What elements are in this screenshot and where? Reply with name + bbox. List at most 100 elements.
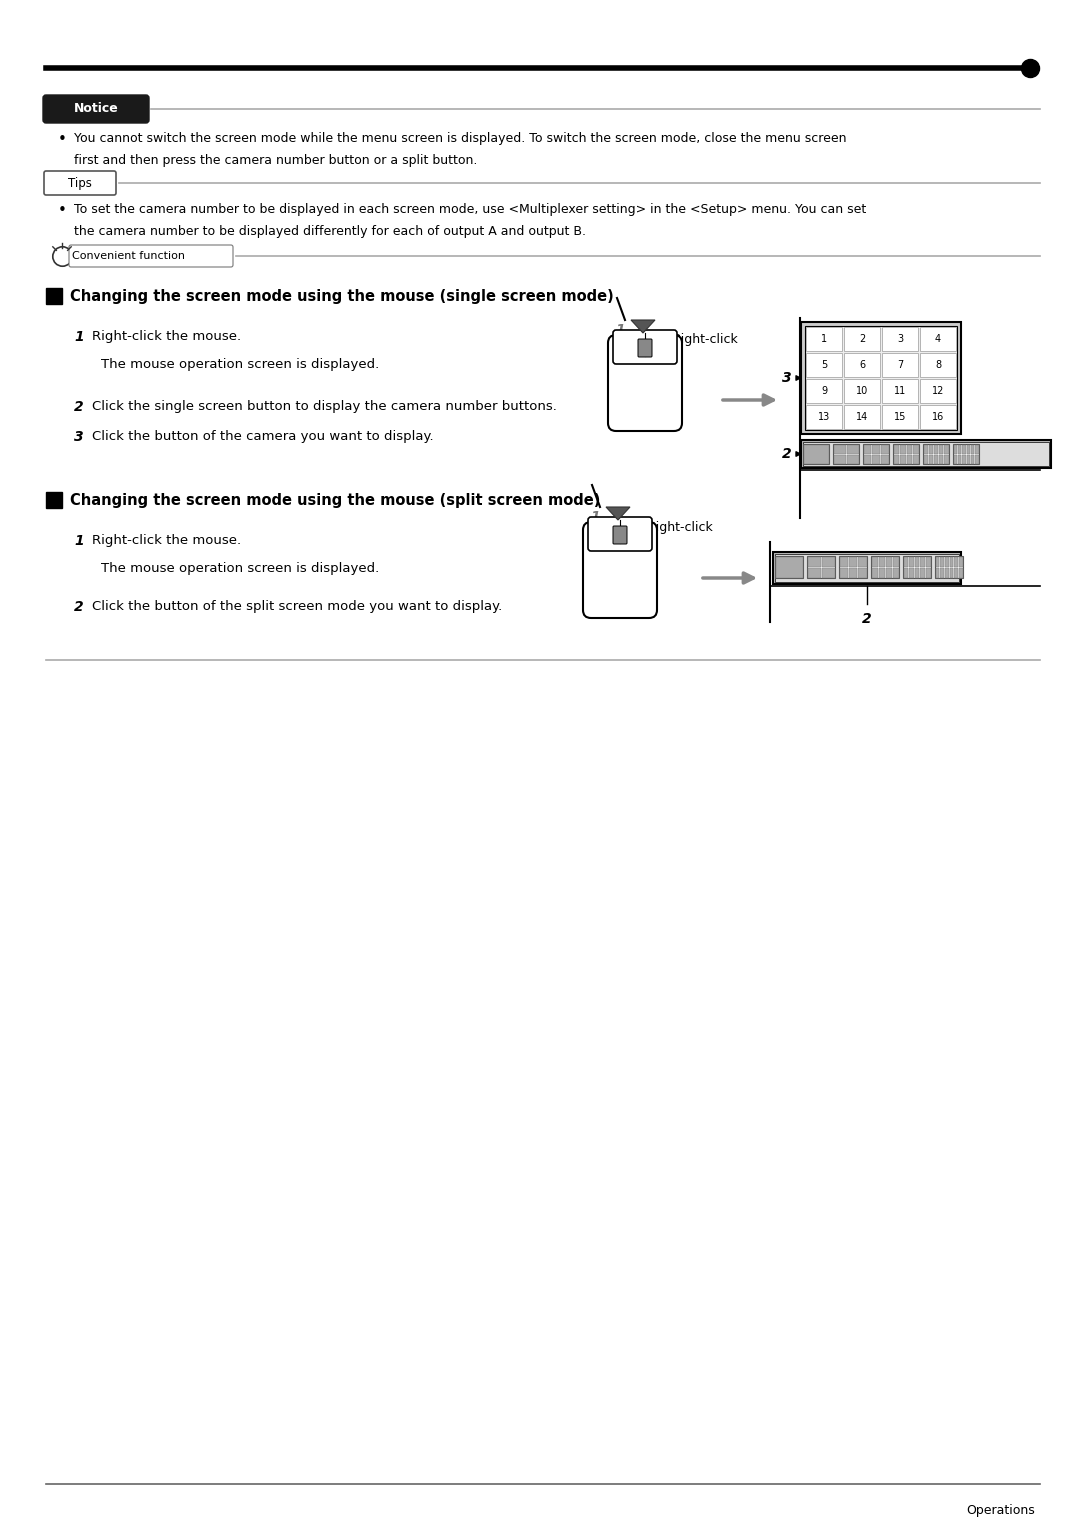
FancyBboxPatch shape	[806, 327, 842, 351]
FancyBboxPatch shape	[920, 405, 956, 429]
Text: first and then press the camera number button or a split button.: first and then press the camera number b…	[75, 154, 477, 167]
FancyBboxPatch shape	[849, 567, 858, 578]
Text: 3: 3	[782, 371, 792, 385]
FancyBboxPatch shape	[934, 445, 939, 454]
FancyBboxPatch shape	[775, 556, 802, 578]
FancyBboxPatch shape	[929, 454, 933, 463]
FancyBboxPatch shape	[920, 353, 956, 377]
Text: 1: 1	[821, 335, 827, 344]
FancyBboxPatch shape	[773, 552, 961, 584]
FancyBboxPatch shape	[843, 379, 880, 403]
Text: Right-click the mouse.: Right-click the mouse.	[92, 533, 241, 547]
FancyBboxPatch shape	[863, 445, 889, 465]
Text: 6: 6	[859, 361, 865, 370]
FancyBboxPatch shape	[839, 567, 848, 578]
FancyBboxPatch shape	[926, 556, 931, 567]
Text: •: •	[58, 131, 67, 147]
FancyBboxPatch shape	[882, 405, 918, 429]
FancyBboxPatch shape	[886, 556, 891, 567]
FancyBboxPatch shape	[934, 454, 939, 463]
Text: 3: 3	[75, 429, 83, 445]
FancyBboxPatch shape	[935, 556, 963, 578]
FancyBboxPatch shape	[43, 95, 149, 122]
FancyBboxPatch shape	[935, 556, 939, 567]
Text: 9: 9	[821, 387, 827, 396]
FancyBboxPatch shape	[880, 445, 889, 454]
FancyBboxPatch shape	[775, 556, 804, 578]
FancyBboxPatch shape	[878, 556, 885, 567]
FancyBboxPatch shape	[864, 445, 872, 454]
Text: Changing the screen mode using the mouse (single screen mode): Changing the screen mode using the mouse…	[70, 289, 613, 304]
FancyBboxPatch shape	[822, 556, 835, 567]
Text: Notice: Notice	[73, 102, 119, 116]
Text: Changing the screen mode using the mouse (split screen mode): Changing the screen mode using the mouse…	[70, 494, 600, 509]
FancyBboxPatch shape	[775, 555, 959, 582]
Text: 5: 5	[821, 361, 827, 370]
FancyBboxPatch shape	[920, 567, 924, 578]
FancyBboxPatch shape	[822, 567, 835, 578]
FancyBboxPatch shape	[608, 335, 681, 431]
FancyBboxPatch shape	[940, 454, 943, 463]
Text: the camera number to be displayed differently for each of output A and output B.: the camera number to be displayed differ…	[75, 225, 586, 238]
FancyBboxPatch shape	[583, 523, 657, 617]
FancyBboxPatch shape	[975, 454, 978, 463]
FancyBboxPatch shape	[926, 567, 931, 578]
FancyBboxPatch shape	[833, 445, 859, 465]
FancyBboxPatch shape	[953, 445, 978, 465]
FancyBboxPatch shape	[588, 516, 652, 552]
FancyBboxPatch shape	[801, 322, 961, 434]
FancyBboxPatch shape	[892, 567, 899, 578]
FancyBboxPatch shape	[920, 556, 924, 567]
FancyBboxPatch shape	[882, 353, 918, 377]
FancyBboxPatch shape	[613, 526, 627, 544]
FancyBboxPatch shape	[971, 454, 974, 463]
Text: 10: 10	[855, 387, 868, 396]
FancyBboxPatch shape	[971, 445, 974, 454]
FancyBboxPatch shape	[923, 445, 928, 454]
FancyBboxPatch shape	[913, 445, 918, 454]
Text: Operations: Operations	[967, 1504, 1035, 1517]
Text: 16: 16	[932, 413, 944, 422]
Text: Click the single screen button to display the camera number buttons.: Click the single screen button to displa…	[92, 400, 557, 413]
Text: 3: 3	[896, 335, 903, 344]
FancyBboxPatch shape	[872, 567, 877, 578]
FancyBboxPatch shape	[923, 454, 928, 463]
FancyBboxPatch shape	[843, 353, 880, 377]
FancyBboxPatch shape	[872, 556, 877, 567]
FancyBboxPatch shape	[944, 454, 948, 463]
FancyBboxPatch shape	[834, 454, 846, 463]
FancyBboxPatch shape	[872, 445, 880, 454]
FancyBboxPatch shape	[962, 445, 966, 454]
FancyBboxPatch shape	[801, 440, 1051, 468]
FancyBboxPatch shape	[929, 445, 933, 454]
Text: 2: 2	[862, 613, 872, 626]
FancyBboxPatch shape	[849, 556, 858, 567]
Text: Click the button of the camera you want to display.: Click the button of the camera you want …	[92, 429, 434, 443]
Text: Click the button of the split screen mode you want to display.: Click the button of the split screen mod…	[92, 601, 502, 613]
FancyBboxPatch shape	[893, 454, 899, 463]
FancyBboxPatch shape	[975, 445, 978, 454]
Text: Tips: Tips	[68, 177, 92, 189]
FancyBboxPatch shape	[959, 567, 962, 578]
Text: You cannot switch the screen mode while the menu screen is displayed. To switch : You cannot switch the screen mode while …	[75, 131, 847, 145]
FancyBboxPatch shape	[882, 327, 918, 351]
FancyBboxPatch shape	[949, 567, 953, 578]
Text: 12: 12	[932, 387, 944, 396]
FancyBboxPatch shape	[804, 445, 829, 465]
FancyBboxPatch shape	[954, 445, 957, 454]
FancyBboxPatch shape	[804, 445, 828, 463]
FancyBboxPatch shape	[834, 445, 846, 454]
FancyBboxPatch shape	[967, 454, 970, 463]
FancyBboxPatch shape	[959, 556, 962, 567]
FancyBboxPatch shape	[807, 556, 835, 578]
FancyBboxPatch shape	[958, 454, 961, 463]
FancyBboxPatch shape	[839, 556, 867, 578]
FancyBboxPatch shape	[906, 454, 912, 463]
Text: Right-click: Right-click	[673, 333, 739, 347]
FancyBboxPatch shape	[872, 454, 880, 463]
FancyBboxPatch shape	[944, 445, 948, 454]
Text: 2: 2	[782, 448, 792, 461]
FancyBboxPatch shape	[909, 567, 914, 578]
FancyBboxPatch shape	[806, 353, 842, 377]
Text: 2: 2	[75, 601, 83, 614]
